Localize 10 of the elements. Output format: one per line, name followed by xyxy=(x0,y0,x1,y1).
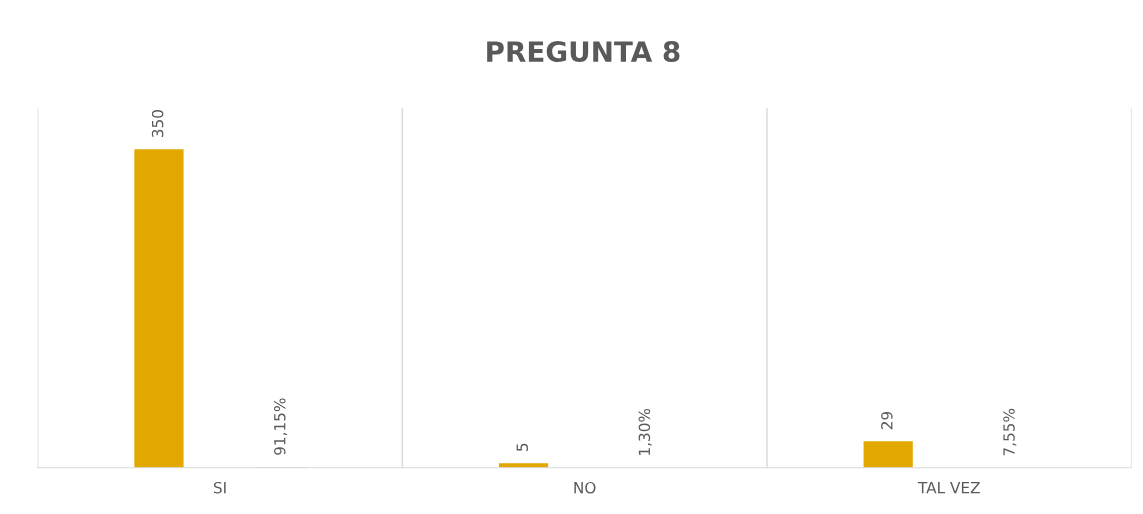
data-label: 29 xyxy=(881,411,893,430)
data-label: 350 xyxy=(151,110,164,138)
data-label: 1,30% xyxy=(638,408,652,455)
x-tick-label: NO xyxy=(574,481,596,494)
x-tick-label: SI xyxy=(213,481,226,494)
data-label: 91,15% xyxy=(273,398,288,455)
chart-title: PREGUNTA 8 xyxy=(487,41,680,63)
data-label: 5 xyxy=(516,443,528,451)
x-tick-label: TAL VEZ xyxy=(917,482,980,494)
data-label: 7,55% xyxy=(1003,408,1017,456)
